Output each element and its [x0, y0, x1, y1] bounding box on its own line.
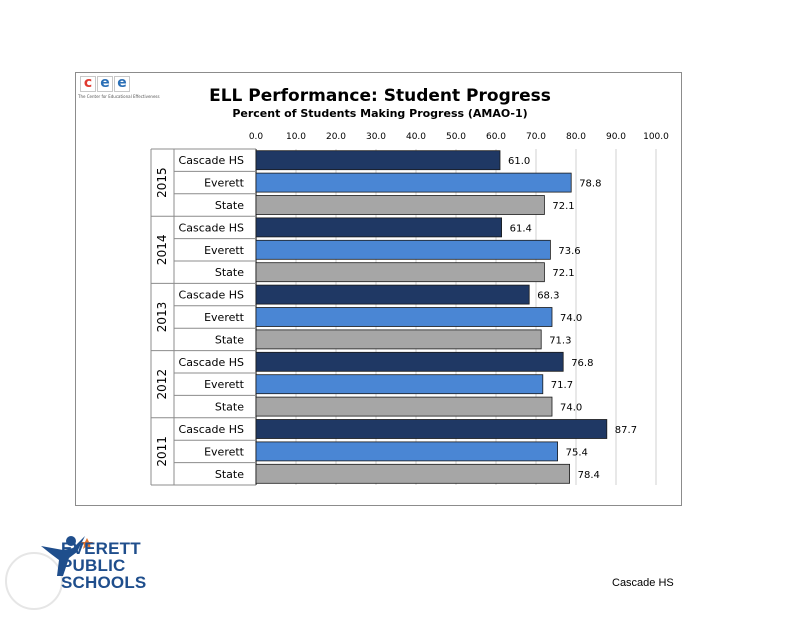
bar	[255, 217, 503, 238]
x-tick-label: 20.0	[326, 132, 346, 142]
data-label: 74.0	[560, 313, 582, 324]
bar	[255, 374, 544, 395]
category-label: Everett	[204, 445, 245, 458]
data-label: 61.4	[510, 223, 532, 234]
district-logo: EVERETT PUBLIC SCHOOLS	[5, 532, 175, 612]
category-label: State	[215, 468, 244, 481]
year-label: 2015	[155, 167, 169, 198]
year-label: 2011	[155, 436, 169, 467]
data-label: 75.4	[566, 447, 588, 458]
bar	[255, 172, 572, 193]
x-tick-label: 50.0	[446, 132, 466, 142]
category-label: Everett	[204, 244, 245, 257]
x-tick-label: 100.0	[643, 132, 669, 142]
bar	[255, 396, 553, 417]
data-label: 71.3	[549, 335, 571, 346]
x-tick-label: 70.0	[526, 132, 546, 142]
data-label: 76.8	[571, 358, 593, 369]
bar	[255, 419, 608, 439]
bar	[255, 150, 501, 171]
x-tick-label: 80.0	[566, 132, 586, 142]
bar	[255, 329, 542, 350]
x-tick-label: 90.0	[606, 132, 626, 142]
footer-school-label: Cascade HS	[612, 577, 674, 589]
data-label: 72.1	[552, 268, 574, 279]
cee-logo-letter-e2: e	[114, 76, 130, 92]
bar	[255, 351, 564, 372]
category-label: Cascade HS	[179, 356, 244, 369]
bar	[255, 195, 545, 215]
year-label: 2014	[155, 235, 169, 266]
leaping-figure-icon	[41, 536, 93, 576]
year-label: 2012	[155, 369, 169, 400]
category-label: Everett	[204, 378, 245, 391]
cee-logo-letter-e1: e	[97, 76, 113, 92]
data-label: 78.4	[578, 470, 600, 481]
district-seal-icon	[5, 552, 63, 610]
data-label: 71.7	[551, 380, 573, 391]
chart-title: ELL Performance: Student Progress	[209, 86, 551, 106]
category-label: Cascade HS	[179, 221, 244, 234]
district-name: EVERETT PUBLIC SCHOOLS	[61, 540, 146, 591]
category-label: State	[215, 333, 244, 346]
cee-logo-letter-c: c	[80, 76, 96, 92]
x-tick-label: 40.0	[406, 132, 426, 142]
bar	[255, 307, 553, 327]
category-label: Everett	[204, 177, 245, 190]
cee-logo: c e e The Center for Educational Effecti…	[78, 76, 160, 102]
category-label: Everett	[204, 311, 245, 324]
data-label: 73.6	[558, 246, 580, 257]
category-label: Cascade HS	[179, 423, 244, 436]
x-tick-label: 10.0	[286, 132, 306, 142]
x-tick-label: 30.0	[366, 132, 386, 142]
bar	[255, 463, 571, 484]
district-name-line-1: EVERETT	[61, 539, 141, 558]
category-label: State	[215, 401, 244, 414]
x-tick-label: 60.0	[486, 132, 506, 142]
category-label: Cascade HS	[179, 154, 244, 167]
district-name-line-2: PUBLIC	[61, 556, 126, 575]
data-label: 72.1	[552, 201, 574, 212]
data-label: 74.0	[560, 403, 582, 414]
x-tick-label: 0.0	[249, 132, 264, 142]
data-label: 61.0	[508, 156, 530, 167]
year-label: 2013	[155, 302, 169, 333]
bar	[255, 239, 551, 260]
data-label: 78.8	[579, 179, 601, 190]
category-label: State	[215, 266, 244, 279]
district-name-line-3: SCHOOLS	[61, 573, 147, 592]
category-label: Cascade HS	[179, 289, 244, 302]
bar	[255, 284, 530, 305]
data-label: 68.3	[537, 291, 559, 302]
data-label: 87.7	[615, 425, 637, 436]
cee-logo-tagline: The Center for Educational Effectiveness	[78, 94, 160, 99]
bar	[255, 262, 545, 283]
chart-subtitle: Percent of Students Making Progress (AMA…	[232, 107, 528, 120]
bar	[255, 441, 559, 462]
category-label: State	[215, 199, 244, 212]
